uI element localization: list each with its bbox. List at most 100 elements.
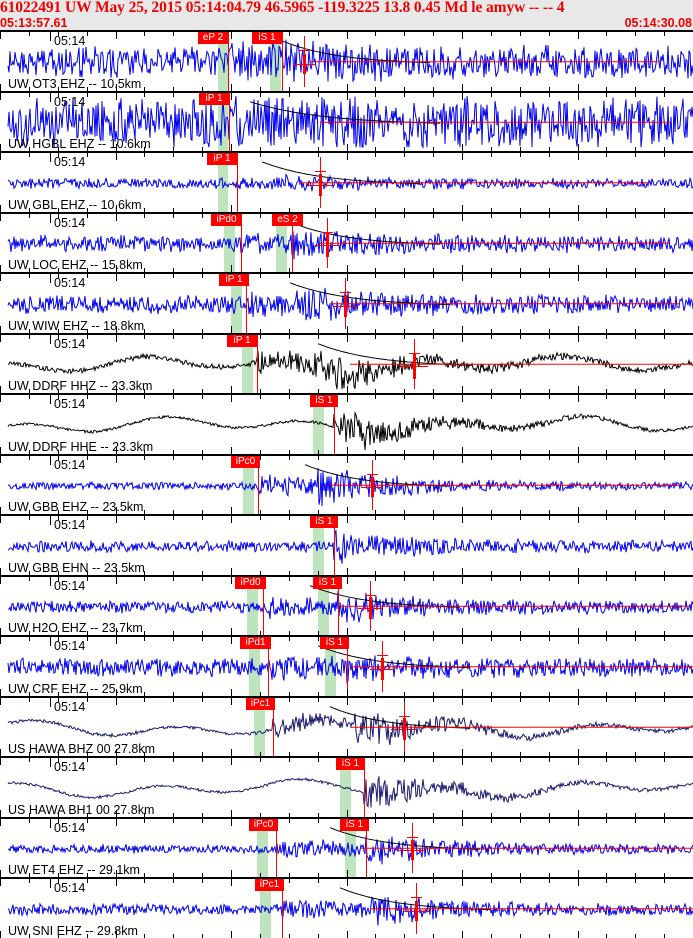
- phase-pick-line[interactable]: [366, 819, 367, 877]
- time-axis-label: 05:14: [49, 879, 86, 895]
- phase-pick-line[interactable]: [364, 758, 365, 817]
- amplitude-marker-peak: [303, 54, 306, 74]
- trace-plot-area: iS 1 05:14 US HAWA BH1 00 27.8km: [0, 758, 693, 817]
- trace-panel[interactable]: iP 1 05:14 UW HGBL EHZ -- 10.6km: [0, 91, 693, 151]
- phase-pick-line[interactable]: [228, 32, 229, 91]
- trace-panel[interactable]: iP 1 05:14 UW GBL EHZ -- 10.6km: [0, 151, 693, 212]
- station-channel-label: UW OT3 EHZ -- 10.5km: [8, 77, 142, 91]
- phase-window-band: [218, 93, 228, 151]
- phase-label[interactable]: iP 1: [199, 93, 229, 105]
- station-channel-label: UW HGBL EHZ -- 10.6km: [8, 137, 151, 151]
- trace-panel[interactable]: iPd0 iS 1 05:14 UW H2O EHZ -- 23.7km: [0, 575, 693, 635]
- phase-label[interactable]: iS 1: [340, 819, 369, 831]
- phase-label[interactable]: iS 1: [320, 637, 349, 649]
- trace-panel[interactable]: iPc1 05:14 UW SNI EHZ -- 29.8km: [0, 877, 693, 938]
- phase-label[interactable]: iS 1: [252, 32, 282, 44]
- trace-plot-area: iP 1 05:14 UW GBL EHZ -- 10.6km: [0, 153, 693, 212]
- amplitude-marker-peak: [371, 477, 374, 497]
- trace-panel[interactable]: eP 2 iS 1 05:14 UW OT3 EHZ -- 10.5km: [0, 30, 693, 91]
- seismogram-waveform: [7, 95, 693, 149]
- phase-pick-line[interactable]: [292, 214, 293, 272]
- amplitude-marker-crossbar: [340, 292, 351, 293]
- phase-label[interactable]: iPc0: [231, 456, 260, 468]
- phase-pick-line[interactable]: [282, 32, 283, 91]
- phase-pick-line[interactable]: [257, 335, 258, 393]
- seismogram-waveform: [7, 231, 693, 260]
- trace-plot-area: iS 1 05:14 UW GBB EHN -- 23.5km: [0, 516, 693, 575]
- event-title: 61022491 UW May 25, 2015 05:14:04.79 46.…: [0, 0, 565, 16]
- coda-decay-curve: [317, 645, 693, 669]
- phase-label[interactable]: iPc1: [246, 698, 275, 710]
- amplitude-marker-peak: [344, 295, 347, 317]
- phase-pick-line[interactable]: [268, 637, 269, 696]
- phase-label[interactable]: iPc1: [255, 879, 284, 891]
- amplitude-marker-peak: [411, 840, 414, 860]
- phase-label[interactable]: iP 1: [207, 153, 237, 165]
- phase-window-band: [313, 516, 324, 575]
- phase-pick-line[interactable]: [229, 93, 230, 151]
- phase-label[interactable]: iP 1: [227, 335, 257, 347]
- trace-panel[interactable]: iPd1 iS 1 05:14 UW CRF EHZ -- 25.9km: [0, 635, 693, 696]
- phase-label[interactable]: iS 1: [310, 395, 338, 407]
- phase-label[interactable]: iPd0: [235, 577, 266, 589]
- phase-window-band: [231, 274, 242, 333]
- phase-window-band: [257, 819, 268, 877]
- seismogram-waveform: [7, 350, 693, 390]
- amplitude-marker-crossbar: [377, 655, 388, 656]
- phase-pick-line[interactable]: [237, 153, 238, 212]
- station-channel-label: US HAWA BHZ 00 27.8km: [8, 742, 156, 756]
- phase-label[interactable]: iPc0: [249, 819, 278, 831]
- coda-decay-curve: [291, 222, 670, 245]
- trace-panel[interactable]: iPc0 05:14 UW GBB EHZ -- 23.5km: [0, 454, 693, 514]
- trace-panel[interactable]: iPd0 eS 2 05:14 UW LOC EHZ -- 15.8km: [0, 212, 693, 272]
- station-channel-label: UW CRF EHZ -- 25.9km: [8, 682, 143, 696]
- trace-panel[interactable]: iS 1 05:14 UW GBB EHN -- 23.5km: [0, 514, 693, 575]
- phase-label[interactable]: iP 1: [219, 274, 249, 286]
- phase-label[interactable]: eP 2: [198, 32, 228, 44]
- station-channel-label: UW DDRF HHZ -- 23.3km: [8, 379, 153, 393]
- trace-panel[interactable]: iP 1 05:14 UW WIW EHZ -- 18.8km: [0, 272, 693, 333]
- event-header: 61022491 UW May 25, 2015 05:14:04.79 46.…: [0, 0, 693, 30]
- amplitude-marker-crossbar: [411, 897, 422, 898]
- trace-plot-area: iPc0 05:14 UW GBB EHZ -- 23.5km: [0, 456, 693, 514]
- seismogram-waveform: [7, 896, 693, 926]
- phase-label[interactable]: eS 2: [272, 214, 303, 226]
- seismogram-waveform: [7, 776, 693, 808]
- phase-label[interactable]: iS 1: [336, 758, 365, 770]
- amplitude-marker-crossbar: [315, 171, 326, 172]
- phase-pick-line[interactable]: [334, 516, 335, 575]
- phase-pick-line[interactable]: [258, 456, 259, 514]
- phase-pick-line[interactable]: [246, 274, 247, 333]
- amplitude-marker-crossbar: [367, 474, 378, 475]
- trace-plot-area: iPc1 05:14 US HAWA BHZ 00 27.8km: [0, 698, 693, 756]
- amplitude-marker-crossbar: [322, 232, 333, 233]
- phase-pick-line[interactable]: [338, 577, 339, 635]
- phase-label[interactable]: iS 1: [313, 577, 342, 589]
- time-axis-label: 05:14: [49, 698, 86, 714]
- time-axis-label: 05:14: [49, 637, 86, 653]
- amplitude-marker-peak: [319, 174, 322, 196]
- phase-pick-line[interactable]: [282, 879, 283, 938]
- coda-decay-curve: [309, 585, 690, 608]
- phase-window-band: [243, 456, 254, 514]
- seismogram-waveform: [7, 39, 693, 83]
- phase-label[interactable]: iPd0: [211, 214, 242, 226]
- trace-panel[interactable]: iPc1 05:14 US HAWA BHZ 00 27.8km: [0, 696, 693, 756]
- phase-pick-line[interactable]: [273, 698, 274, 756]
- trace-panel[interactable]: iS 1 05:14 UW DDRF HHE -- 23.3km: [0, 393, 693, 454]
- phase-pick-line[interactable]: [334, 395, 335, 454]
- phase-label[interactable]: iS 1: [310, 516, 338, 528]
- trace-panel-stack: eP 2 iS 1 05:14 UW OT3 EHZ -- 10.5km iP 1 05:…: [0, 30, 693, 938]
- seismogram-waveform: [7, 411, 693, 450]
- trace-panel[interactable]: iP 1 05:14 UW DDRF HHZ -- 23.3km: [0, 333, 693, 393]
- trace-panel[interactable]: iPc0 iS 1 05:14 UW ET4 EHZ -- 29.1km: [0, 817, 693, 877]
- coda-decay-curve: [289, 282, 680, 306]
- phase-pick-line[interactable]: [347, 637, 348, 696]
- time-axis-label: 05:14: [49, 819, 86, 835]
- station-channel-label: UW WIW EHZ -- 18.8km: [8, 319, 145, 333]
- phase-pick-line[interactable]: [263, 577, 264, 635]
- phase-pick-line[interactable]: [276, 819, 277, 877]
- phase-pick-line[interactable]: [241, 214, 242, 272]
- trace-panel[interactable]: iS 1 05:14 US HAWA BH1 00 27.8km: [0, 756, 693, 817]
- phase-label[interactable]: iPd1: [240, 637, 271, 649]
